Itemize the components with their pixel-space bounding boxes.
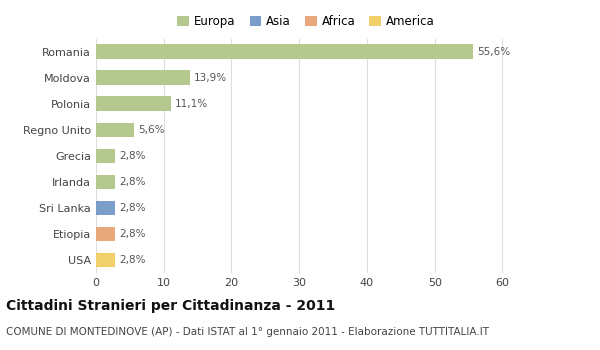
Text: COMUNE DI MONTEDINOVE (AP) - Dati ISTAT al 1° gennaio 2011 - Elaborazione TUTTIT: COMUNE DI MONTEDINOVE (AP) - Dati ISTAT … [6, 327, 489, 337]
Text: 5,6%: 5,6% [138, 125, 164, 135]
Text: 2,8%: 2,8% [119, 151, 146, 161]
Bar [96, 149, 115, 163]
Text: 11,1%: 11,1% [175, 99, 208, 108]
Text: Cittadini Stranieri per Cittadinanza - 2011: Cittadini Stranieri per Cittadinanza - 2… [6, 299, 335, 313]
Text: 2,8%: 2,8% [119, 203, 146, 213]
Bar [96, 44, 473, 59]
Text: 55,6%: 55,6% [477, 47, 510, 57]
Legend: Europa, Asia, Africa, America: Europa, Asia, Africa, America [178, 15, 434, 28]
Text: 2,8%: 2,8% [119, 177, 146, 187]
Bar [96, 122, 134, 137]
Bar [96, 227, 115, 241]
Bar [96, 253, 115, 267]
Text: 2,8%: 2,8% [119, 255, 146, 265]
Bar [96, 201, 115, 215]
Text: 2,8%: 2,8% [119, 229, 146, 239]
Text: 13,9%: 13,9% [194, 72, 227, 83]
Bar [96, 97, 171, 111]
Bar [96, 175, 115, 189]
Bar [96, 70, 190, 85]
